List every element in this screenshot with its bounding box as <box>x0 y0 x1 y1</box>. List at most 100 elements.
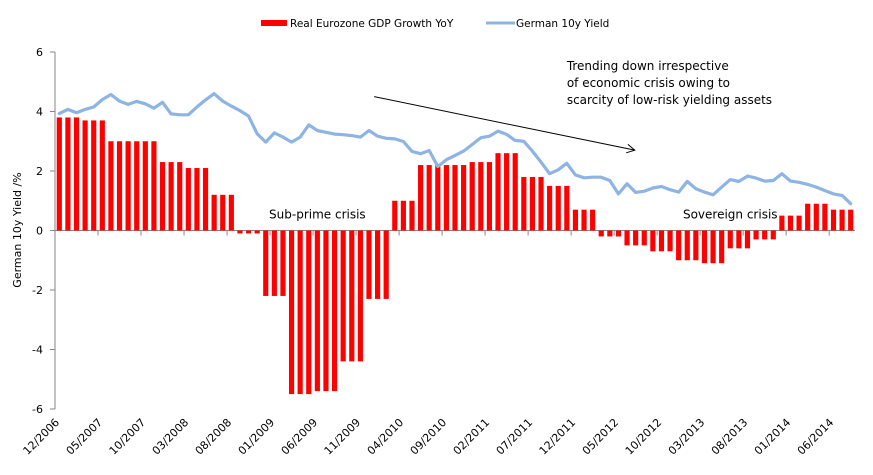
gdp-bar <box>564 185 570 231</box>
x-tick-label: 02/2011 <box>451 416 493 458</box>
x-tick-label: 11/2009 <box>322 416 364 458</box>
gdp-bar <box>529 176 535 231</box>
gdp-bar <box>658 230 665 252</box>
x-tick-label: 12/2006 <box>21 416 63 458</box>
gdp-bar <box>736 230 742 249</box>
gdp-bar <box>615 230 622 237</box>
yield-line-group <box>57 92 853 206</box>
gdp-bar <box>280 230 286 296</box>
x-tick-label: 05/2012 <box>580 416 622 458</box>
gdp-bar <box>693 230 699 261</box>
gdp-bar <box>753 230 759 240</box>
gdp-bar <box>220 194 226 231</box>
gdp-bar <box>151 141 157 231</box>
gdp-bar <box>641 230 647 246</box>
gdp-bar <box>719 230 725 264</box>
trend-annotation-line: scarcity of low-risk yielding assets <box>567 93 772 107</box>
gdp-bar <box>547 185 553 231</box>
x-tick-label: 01/2014 <box>752 416 794 458</box>
gdp-bar <box>650 230 656 252</box>
x-tick-label: 08/2008 <box>193 416 235 458</box>
gdp-bar <box>263 230 269 296</box>
gdp-bar <box>504 153 510 231</box>
y-tick-label: -6 <box>32 403 43 416</box>
sovereign-crisis-label: Sovereign crisis <box>683 208 778 222</box>
gdp-bar <box>805 203 811 231</box>
gdp-bar <box>375 230 381 299</box>
gdp-bar <box>400 200 406 231</box>
gdp-bar <box>177 162 183 231</box>
gdp-bar <box>572 209 579 231</box>
gdp-bar <box>848 209 854 231</box>
x-tick-label: 04/2010 <box>365 416 407 458</box>
x-tick-label: 06/2009 <box>279 416 321 458</box>
gdp-bar <box>116 141 123 231</box>
legend: Real Eurozone GDP Growth YoY German 10y … <box>261 18 609 30</box>
gdp-bar <box>297 230 303 395</box>
gdp-bar <box>701 230 708 264</box>
y-axis-title: German 10y Yield /% <box>11 172 24 287</box>
gdp-bar <box>839 209 845 231</box>
y-tick-label: -2 <box>32 284 43 297</box>
gdp-bar <box>779 215 785 231</box>
gdp-bar <box>331 230 338 392</box>
gdp-bar <box>710 230 716 264</box>
gdp-bar <box>237 230 243 234</box>
gdp-bar <box>349 230 355 362</box>
gdp-bar <box>452 165 458 231</box>
x-tick-label: 10/2007 <box>107 416 149 458</box>
gdp-bar <box>383 230 389 299</box>
x-tick-label: 07/2011 <box>494 416 536 458</box>
x-tick-label: 06/2014 <box>795 416 837 458</box>
gdp-bar <box>357 230 363 362</box>
gdp-bar <box>108 141 114 231</box>
gdp-bar <box>538 176 544 231</box>
gdp-bar <box>796 215 802 231</box>
gdp-bar <box>495 153 501 231</box>
gdp-bar <box>228 194 234 231</box>
gdp-bar <box>787 215 794 231</box>
gdp-bar <box>813 203 819 231</box>
gdp-bar <box>581 209 587 231</box>
gdp-bar <box>727 230 733 249</box>
gdp-bar <box>159 162 166 231</box>
gdp-bar <box>624 230 630 246</box>
gdp-bar <box>65 117 71 231</box>
trend-arrow <box>374 96 635 151</box>
legend-label-gdp: Real Eurozone GDP Growth YoY <box>290 18 454 30</box>
x-tick-label: 03/2013 <box>666 416 708 458</box>
gdp-bar <box>366 230 372 299</box>
trend-arrow-head <box>626 143 636 154</box>
gdp-bar <box>340 230 346 362</box>
trend-annotation-line: of economic crisis owing to <box>567 76 730 90</box>
gdp-bar <box>245 230 252 234</box>
gdp-bar <box>125 141 131 231</box>
yield-line <box>57 92 853 206</box>
gdp-bar <box>443 165 449 231</box>
gdp-bar <box>521 176 527 231</box>
gdp-bar <box>770 230 776 240</box>
legend-label-yield: German 10y Yield <box>516 18 609 30</box>
gdp-bar <box>314 230 320 392</box>
gdp-bar <box>99 120 105 231</box>
x-tick-label: 01/2009 <box>236 416 278 458</box>
gdp-bar <box>91 120 97 231</box>
gdp-bar <box>676 230 682 261</box>
gdp-bar <box>418 165 424 231</box>
x-tick-label: 10/2012 <box>623 416 665 458</box>
y-tick-label: 4 <box>36 106 43 119</box>
y-tick-label: 0 <box>36 225 43 238</box>
gdp-bar <box>56 117 62 231</box>
legend-swatch-gdp <box>261 20 287 26</box>
gdp-bar <box>435 165 441 231</box>
gdp-bar <box>830 209 837 231</box>
y-axis: 6 4 2 0 -2 -4 -6 <box>32 46 56 416</box>
gdp-bar <box>409 200 415 231</box>
x-tick-label: 12/2011 <box>537 416 579 458</box>
gdp-bar <box>590 209 596 231</box>
gdp-bar <box>486 162 492 231</box>
subprime-crisis-label: Sub-prime crisis <box>269 208 366 222</box>
gdp-bar <box>185 168 191 231</box>
x-tick-label: 08/2013 <box>709 416 751 458</box>
